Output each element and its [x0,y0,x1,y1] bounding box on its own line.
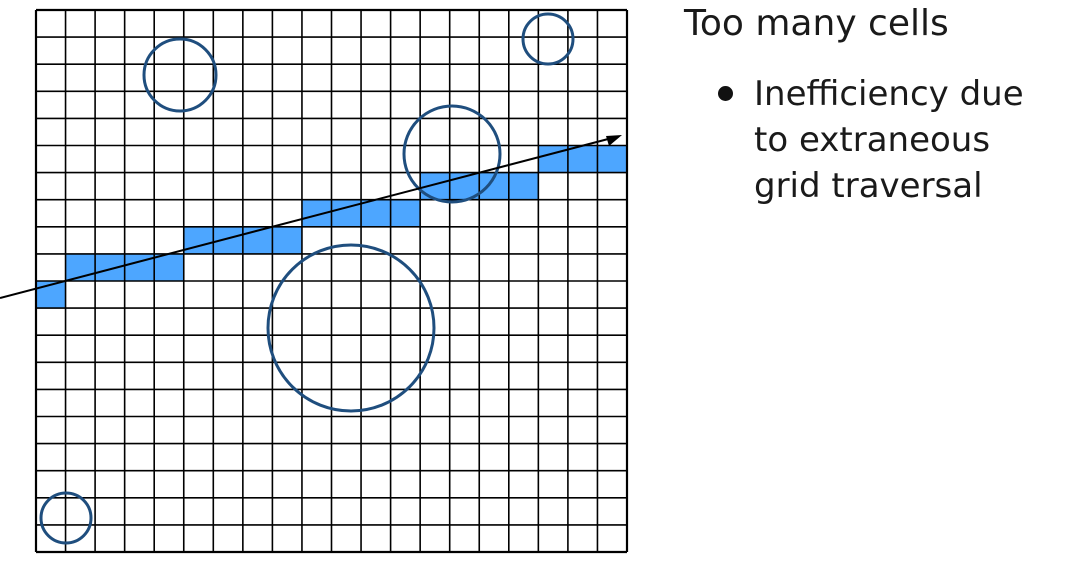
highlighted-cell [508,172,539,200]
bullet-item: Inefficiency due to extraneous grid trav… [718,71,1054,209]
highlighted-cell [567,145,598,173]
panel-heading: Too many cells [684,3,949,44]
small-circle-top-right [521,12,575,66]
bullet-list: Inefficiency due to extraneous grid trav… [718,71,1054,209]
circles-group [39,12,575,545]
medium-circle-on-ray [402,104,502,204]
highlighted-cell [154,253,184,281]
small-circle-upper-left [142,37,218,113]
ray-arrowhead [606,135,622,146]
grid-lines-group [34,8,629,554]
large-circle-center [266,243,436,413]
ray-line [0,137,613,299]
ray-arrow [0,135,622,299]
highlighted-cell [390,199,421,227]
small-circle-bottom-left [39,491,93,545]
bullet-dot-icon [718,86,733,101]
highlighted-cell [272,226,302,254]
highlighted-cell [538,145,568,173]
highlighted-cell [361,199,391,227]
highlighted-cell [597,145,627,173]
bullet-text: Inefficiency due to extraneous grid trav… [754,74,1024,206]
